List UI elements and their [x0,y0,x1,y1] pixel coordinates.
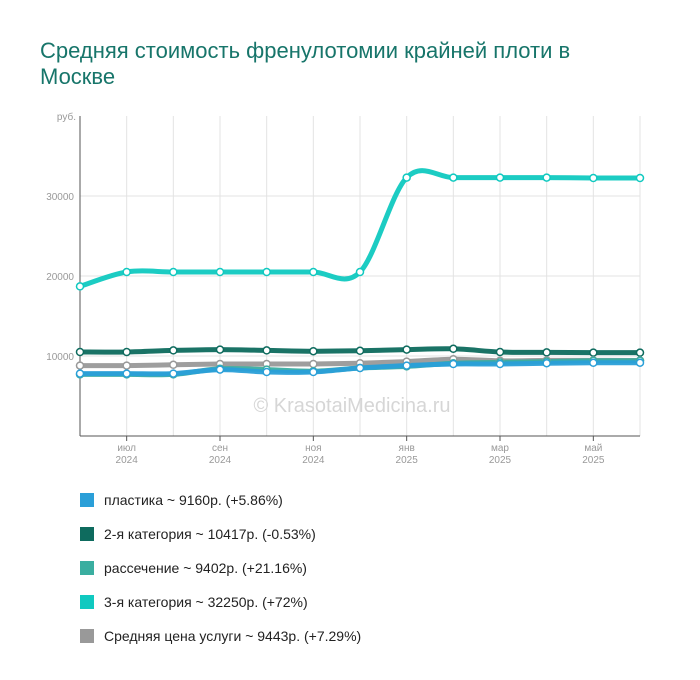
data-point-3[interactable] [169,267,178,277]
data-point-1[interactable] [589,348,598,357]
x-tick-label-month: июл [117,443,136,454]
data-point-4[interactable] [122,361,131,370]
data-point-3[interactable] [635,173,645,183]
legend-item[interactable]: рассечение ~ 9402р. (+21.16%) [80,551,361,585]
data-point-3[interactable] [449,173,458,182]
x-tick-label-year: 2025 [582,455,605,466]
data-point-1[interactable] [635,348,645,357]
data-point-1[interactable] [495,347,505,357]
y-tick-label: 10000 [46,352,74,363]
data-point-3[interactable] [262,267,271,277]
data-point-1[interactable] [542,348,551,357]
data-point-0[interactable] [355,363,365,373]
chart-title: Средняя стоимость френулотомии крайней п… [40,38,571,89]
data-point-1[interactable] [355,346,365,356]
legend-swatch [80,595,94,609]
data-point-1[interactable] [75,347,85,357]
legend-swatch [80,629,94,643]
data-point-0[interactable] [635,358,645,367]
data-point-1[interactable] [169,346,178,355]
data-point-3[interactable] [75,282,85,291]
data-point-1[interactable] [449,344,458,354]
data-point-3[interactable] [402,173,411,182]
data-point-1[interactable] [402,345,411,354]
legend-item[interactable]: 2-я категория ~ 10417р. (-0.53%) [80,517,361,551]
x-tick-label-year: 2025 [489,455,512,466]
y-tick-label: 30000 [46,192,74,203]
data-point-3[interactable] [542,173,551,182]
legend-swatch [80,561,94,575]
data-point-0[interactable] [589,358,598,368]
data-point-4[interactable] [309,359,318,369]
data-point-0[interactable] [402,361,411,370]
x-tick-label-year: 2024 [302,455,325,466]
data-point-3[interactable] [122,267,131,277]
data-point-0[interactable] [495,359,505,369]
legend-item[interactable]: пластика ~ 9160р. (+5.86%) [80,483,361,517]
x-tick-label-month: янв [399,443,415,454]
x-tick-label-month: ноя [305,443,322,454]
data-point-0[interactable] [169,369,178,378]
legend-swatch [80,493,94,507]
x-tick-label-month: сен [212,443,228,454]
legend-label: Средняя цена услуги ~ 9443р. (+7.29%) [104,628,362,644]
data-point-4[interactable] [75,361,85,370]
data-point-0[interactable] [215,365,225,374]
data-point-1[interactable] [309,346,318,356]
data-point-3[interactable] [215,267,225,277]
y-axis-label: руб. [57,111,76,123]
watermark: © KrasotaiMedicina.ru [253,395,450,417]
data-point-3[interactable] [309,267,318,277]
data-point-0[interactable] [262,367,271,377]
data-point-3[interactable] [495,173,505,182]
legend-label: пластика ~ 9160р. (+5.86%) [104,492,283,508]
data-point-0[interactable] [122,369,131,378]
legend-label: 2-я категория ~ 10417р. (-0.53%) [104,526,316,542]
chart-axes: 100002000030000руб.июл2024сен2024ноя2024… [46,111,640,466]
data-point-0[interactable] [75,369,85,378]
chart-legend: пластика ~ 9160р. (+5.86%) 2-я категория … [80,483,361,653]
data-point-1[interactable] [262,346,271,355]
x-tick-label-year: 2024 [116,455,139,466]
x-tick-label-month: мар [491,443,509,454]
data-point-0[interactable] [542,358,551,368]
data-point-0[interactable] [449,359,458,369]
chart-points [75,173,645,379]
data-point-1[interactable] [215,345,225,354]
data-point-4[interactable] [169,360,178,370]
data-point-0[interactable] [309,367,318,377]
legend-item[interactable]: 3-я категория ~ 32250р. (+72%) [80,585,361,619]
x-tick-label-month: май [584,443,602,454]
data-point-1[interactable] [122,347,131,357]
data-point-3[interactable] [589,173,598,183]
legend-item[interactable]: Средняя цена услуги ~ 9443р. (+7.29%) [80,619,361,653]
x-tick-label-year: 2024 [209,455,232,466]
legend-label: 3-я категория ~ 32250р. (+72%) [104,594,308,610]
y-tick-label: 20000 [46,272,74,283]
data-point-3[interactable] [355,267,365,277]
legend-swatch [80,527,94,541]
legend-label: рассечение ~ 9402р. (+21.16%) [104,560,307,576]
x-tick-label-year: 2025 [396,455,419,466]
